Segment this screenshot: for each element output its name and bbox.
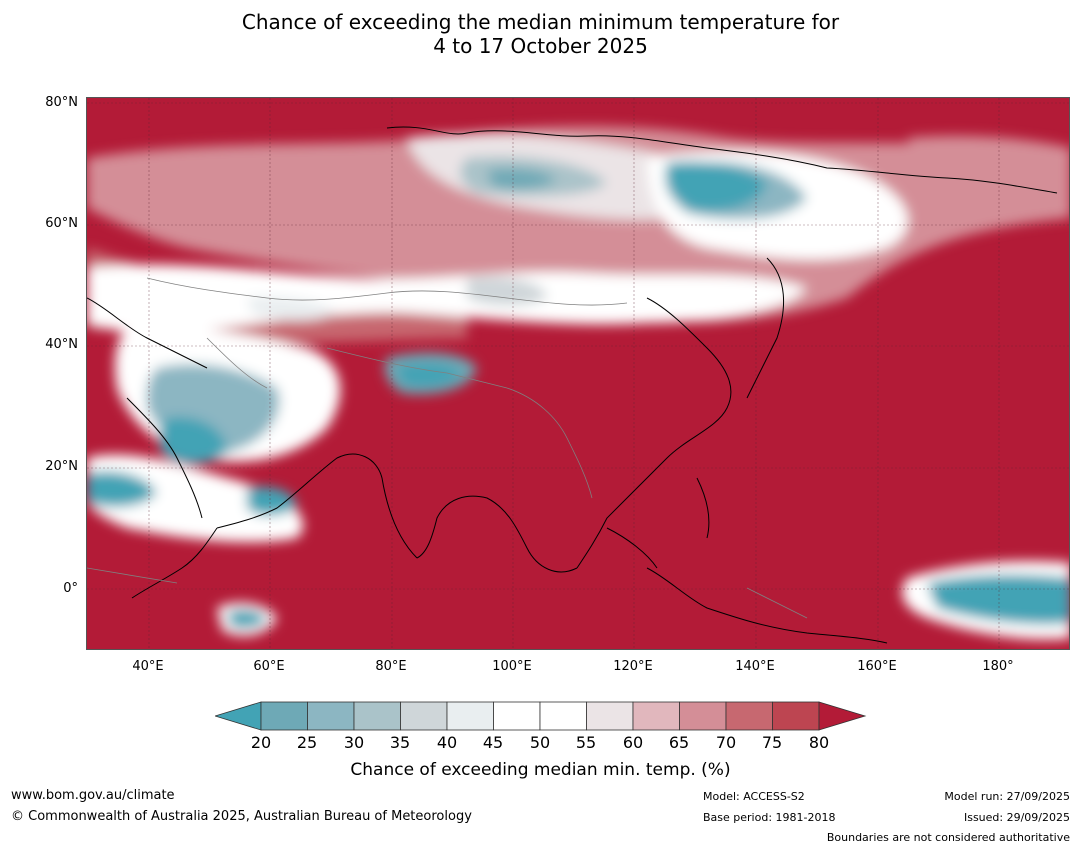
colorbar-segment	[260, 701, 308, 731]
colorbar-segment	[446, 701, 494, 731]
title-line-1: Chance of exceeding the median minimum t…	[241, 10, 840, 34]
footer-copyright: © Commonwealth of Australia 2025, Austra…	[11, 809, 472, 824]
colorbar-segment	[493, 701, 541, 731]
footer-model: Model: ACCESS-S2	[703, 790, 805, 803]
colorbar	[215, 701, 867, 731]
title-line-2: 4 to 17 October 2025	[433, 34, 648, 58]
colorbar-segment	[400, 701, 448, 731]
colorbar-tick-35: 35	[389, 733, 411, 752]
colorbar-tick-65: 65	[668, 733, 690, 752]
lon-label-120e: 120°E	[613, 659, 653, 674]
country-boundaries	[87, 277, 808, 619]
lon-label-160e: 160°E	[857, 659, 897, 674]
footer-url: www.bom.gov.au/climate	[11, 788, 175, 803]
colorbar-segment	[353, 701, 401, 731]
colorbar-segment	[586, 701, 634, 731]
footer-model-run: Model run: 27/09/2025	[944, 790, 1070, 803]
colorbar-segment	[307, 701, 355, 731]
lat-label-80n: 80°N	[45, 95, 78, 110]
colorbar-segment	[679, 701, 727, 731]
colorbar-tick-80: 80	[808, 733, 830, 752]
lat-label-40n: 40°N	[45, 337, 78, 352]
lon-label-100e: 100°E	[492, 659, 532, 674]
lon-label-140e: 140°E	[735, 659, 775, 674]
lon-label-60e: 60°E	[253, 659, 285, 674]
colorbar-segment	[632, 701, 680, 731]
map-title: Chance of exceeding the median minimum t…	[0, 10, 1081, 58]
lat-label-20n: 20°N	[45, 459, 78, 474]
coastlines	[87, 126, 1058, 644]
colorbar-tick-55: 55	[575, 733, 597, 752]
map-graphic	[87, 98, 1069, 649]
colorbar-segment	[539, 701, 587, 731]
lon-label-40e: 40°E	[132, 659, 164, 674]
footer-issued: Issued: 29/09/2025	[963, 811, 1070, 824]
colorbar-tick-25: 25	[296, 733, 318, 752]
colorbar-segment	[772, 701, 820, 731]
map-panel	[86, 97, 1070, 650]
lon-label-180: 180°	[982, 659, 1014, 674]
colorbar-tick-75: 75	[761, 733, 783, 752]
colorbar-tick-50: 50	[529, 733, 551, 752]
lat-label-0: 0°	[63, 581, 78, 596]
lon-label-80e: 80°E	[375, 659, 407, 674]
colorbar-title: Chance of exceeding median min. temp. (%…	[350, 760, 731, 780]
colorbar-tick-20: 20	[250, 733, 272, 752]
probability-field	[87, 126, 1069, 640]
colorbar-tick-60: 60	[622, 733, 644, 752]
colorbar-tick-45: 45	[482, 733, 504, 752]
colorbar-arrow-high	[818, 701, 867, 731]
colorbar-segment	[725, 701, 773, 731]
colorbar-arrow-low	[215, 701, 262, 731]
footer-disclaimer: Boundaries are not considered authoritat…	[826, 831, 1070, 844]
footer-base-period: Base period: 1981-2018	[703, 811, 836, 824]
colorbar-tick-40: 40	[436, 733, 458, 752]
colorbar-tick-30: 30	[343, 733, 365, 752]
lat-label-60n: 60°N	[45, 216, 78, 231]
colorbar-tick-70: 70	[715, 733, 737, 752]
graticule	[87, 98, 1069, 649]
